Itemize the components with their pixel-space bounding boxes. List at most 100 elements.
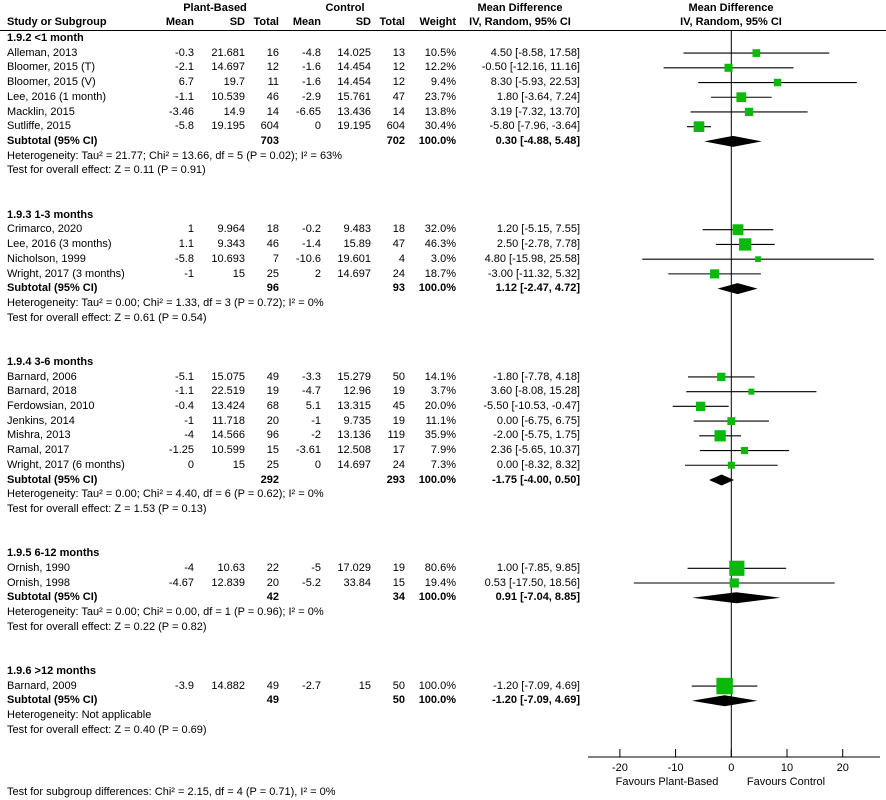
n1-cell: 20	[266, 576, 279, 589]
n1-cell: 46	[266, 90, 279, 103]
n1-cell: 15	[266, 444, 279, 457]
subgroup-header-row: 1.9.3 1-3 months	[0, 208, 886, 223]
effect-marker	[736, 92, 747, 103]
subtotal-row: Subtotal (95% CI) 292 293 100.0% -1.75 [-4.0…	[0, 473, 886, 488]
n1-cell: 96	[266, 429, 279, 442]
n1-cell: 49	[266, 679, 279, 692]
ci_text-cell: -5.80 [-7.96, -3.64]	[489, 120, 581, 133]
n2-cell: 13	[392, 46, 405, 59]
study-label: Lee, 2016 (3 months)	[7, 238, 112, 251]
ci_text-cell: -1.20 [-7.09, 4.69]	[493, 679, 580, 692]
favours-left-label: Favours Plant-Based	[616, 776, 719, 788]
study-row: Macklin, 2015 -3.46 14.9 14 -6.65 13.436 14 13.…	[0, 105, 886, 120]
overall-effect-note: Test for overall effect: Z = 0.40 (P = 0…	[0, 723, 886, 738]
subgroup-header-row: 1.9.2 <1 month	[0, 31, 886, 46]
study-label: Wright, 2017 (6 months)	[7, 458, 125, 471]
n2-cell: 18	[392, 223, 405, 236]
sd1-cell: 19.7	[223, 76, 245, 89]
n1-cell: 25	[266, 267, 279, 280]
md-column-title: Mean Difference	[477, 2, 563, 14]
mean1-cell: -4	[184, 429, 194, 442]
favours-right-label: Favours Control	[747, 776, 825, 788]
weight-col-header: Weight	[419, 16, 456, 28]
n1-cell: 25	[266, 458, 279, 471]
heterogeneity-note: Heterogeneity: Tau² = 21.77; Chi² = 13.6…	[0, 149, 886, 164]
n2-cell: 604	[386, 120, 405, 133]
heterogeneity-note: Heterogeneity: Tau² = 0.00; Chi² = 1.33,…	[0, 296, 886, 311]
overall-effect-note: Test for overall effect: Z = 0.11 (P = 0…	[0, 163, 886, 178]
n1-cell: 18	[266, 223, 279, 236]
ci_text-cell: 4.50 [-8.58, 17.58]	[490, 46, 580, 59]
sd1-col-header: SD	[229, 16, 245, 28]
sd2-cell: 14.697	[337, 267, 371, 280]
study-row: Bloomer, 2015 (T) -2.1 14.697 12 -1.6 14.454 1…	[0, 60, 886, 75]
ci_text-cell: 8.30 [-5.93, 22.53]	[490, 76, 580, 89]
axis-tick-label: -20	[612, 762, 628, 774]
subgroup-name: 1.9.6 >12 months	[7, 664, 96, 677]
sd1-cell: 19.195	[211, 120, 245, 133]
study-label: Wright, 2017 (3 months)	[7, 267, 125, 280]
study-row: Barnard, 2006 -5.1 15.075 49 -3.3 15.279 50 14.…	[0, 370, 886, 385]
sd2-cell: 19.601	[337, 252, 371, 265]
n2-cell: 47	[392, 238, 405, 251]
weight-cell: 100.0%	[418, 282, 456, 295]
n1-cell: 20	[266, 414, 279, 427]
subgroup-name: 1.9.3 1-3 months	[7, 208, 94, 221]
ci_text-cell: -0.50 [-12.16, 11.16]	[481, 61, 580, 74]
sd2-col-header: SD	[355, 16, 371, 28]
weight-cell: 9.4%	[430, 76, 456, 89]
weight-cell: 7.9%	[430, 444, 456, 457]
n1-cell: 11	[267, 76, 279, 89]
study-label: Subtotal (95% CI)	[7, 135, 98, 148]
sd1-cell: 10.693	[211, 252, 245, 265]
n1-cell: 292	[260, 473, 279, 486]
study-row: Crimarco, 2020 1 9.964 18 -0.2 9.483 18 32.0% 1.…	[0, 222, 886, 237]
weight-cell: 80.6%	[424, 561, 456, 574]
effect-marker	[748, 388, 755, 395]
sd2-cell: 9.483	[343, 223, 371, 236]
n1-cell: 49	[266, 694, 279, 707]
sd2-cell: 15	[358, 679, 371, 692]
n2-cell: 15	[392, 576, 405, 589]
study-label: Nicholson, 1999	[7, 252, 86, 265]
ci_text-cell: 4.80 [-15.98, 25.58]	[484, 252, 580, 265]
weight-cell: 13.8%	[424, 105, 456, 118]
sd2-cell: 9.735	[343, 414, 371, 427]
weight-cell: 100.0%	[418, 473, 456, 486]
sd2-cell: 13.436	[337, 105, 371, 118]
mean2-cell: -3.3	[302, 370, 321, 383]
mean1-cell: -3.9	[175, 679, 194, 692]
sd2-cell: 13.315	[337, 400, 371, 412]
n2-cell: 14	[392, 105, 405, 118]
study-row: Jenkins, 2014 -1 11.718 20 -1 9.735 19 11.1% 0.0…	[0, 414, 886, 429]
mean2-cell: 0	[314, 458, 321, 471]
n2-cell: 93	[392, 282, 405, 295]
ci_text-cell: -2.00 [-5.75, 1.75]	[493, 429, 580, 442]
subtotal-row: Subtotal (95% CI) 703 702 100.0% 0.30 [-4.88…	[0, 134, 886, 149]
study-label: Ramal, 2017	[7, 444, 70, 457]
mean1-cell: 1.1	[178, 238, 194, 251]
mean2-cell: -5	[311, 561, 321, 574]
ci_text-cell: -3.00 [-11.32, 5.32]	[487, 267, 580, 280]
overall-effect-note: Test for overall effect: Z = 0.61 (P = 0…	[0, 311, 886, 326]
n1-cell: 14	[266, 105, 279, 118]
heterogeneity-note: Heterogeneity: Tau² = 0.00; Chi² = 4.40,…	[0, 487, 886, 502]
weight-cell: 3.7%	[430, 385, 456, 398]
ci_text-cell: 3.60 [-8.08, 15.28]	[490, 385, 580, 398]
mean1-cell: -1	[184, 267, 194, 280]
effect-marker	[744, 107, 754, 117]
n2-cell: 34	[392, 591, 405, 604]
mean1-cell: -5.8	[175, 252, 194, 265]
mean1-cell: -4	[184, 561, 194, 574]
subtotal-diamond	[692, 592, 781, 604]
n2-cell: 50	[392, 694, 405, 707]
study-row: Sutliffe, 2015 -5.8 19.195 604 0 19.195 604 30.…	[0, 119, 886, 134]
mean2-cell: -2	[311, 429, 321, 442]
effect-marker	[732, 224, 744, 236]
study-label: Barnard, 2006	[7, 370, 77, 383]
mean1-cell: -1.1	[175, 385, 194, 398]
n1-cell: 703	[260, 135, 279, 148]
overall-effect-note: Test for overall effect: Z = 0.22 (P = 0…	[0, 620, 886, 635]
ci_text-cell: 2.50 [-2.78, 7.78]	[496, 238, 580, 251]
